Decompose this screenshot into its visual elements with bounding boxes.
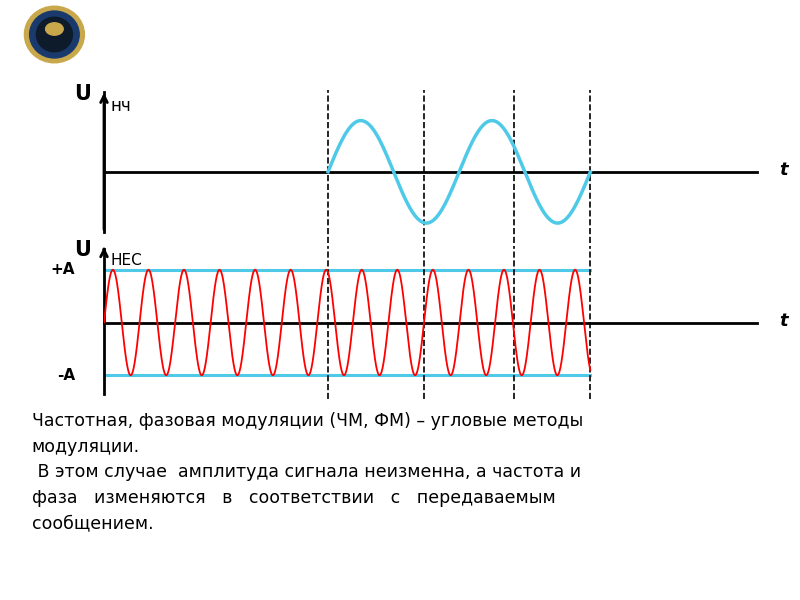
Text: t: t	[779, 312, 788, 330]
Text: +A: +A	[50, 262, 75, 277]
Text: НЕС: НЕС	[110, 253, 142, 268]
Ellipse shape	[25, 6, 85, 63]
Text: t: t	[779, 161, 788, 179]
Text: U: U	[74, 83, 91, 104]
Ellipse shape	[37, 17, 73, 52]
Text: U: U	[74, 239, 91, 260]
Text: нч: нч	[110, 97, 131, 115]
Text: Частотная, фазовая модуляции (ЧМ, ФМ) – угловые методы
модуляции.
 В этом случае: Частотная, фазовая модуляции (ЧМ, ФМ) – …	[32, 412, 583, 533]
Ellipse shape	[46, 23, 63, 35]
Text: -A: -A	[57, 368, 75, 383]
Ellipse shape	[30, 11, 79, 58]
Text: УГЛОВАЯ   МОДУЛЯЦИЯ: УГЛОВАЯ МОДУЛЯЦИЯ	[246, 22, 618, 47]
